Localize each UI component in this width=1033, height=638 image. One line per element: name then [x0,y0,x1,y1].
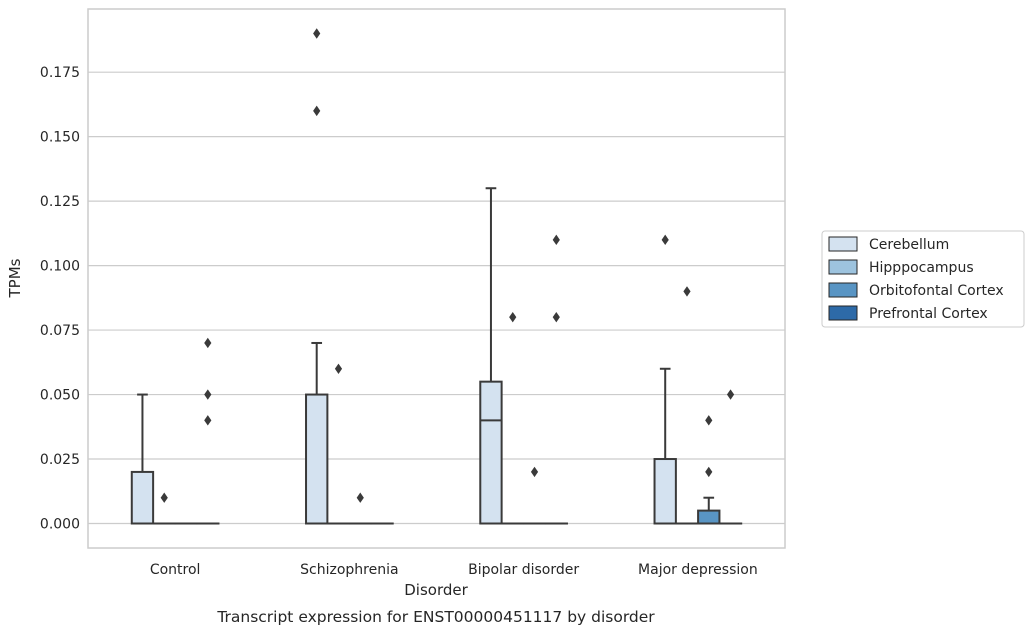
y-tick-label: 0.000 [40,517,80,533]
y-axis-label: TPMs [6,258,24,298]
box-group [698,415,719,523]
y-tick-label: 0.025 [40,452,80,468]
gridlines [88,72,785,523]
legend-label: Prefrontal Cortex [869,306,988,322]
box [132,472,153,524]
outlier-point [335,364,342,374]
legend-swatch [829,260,857,274]
box-group [524,467,545,524]
legend-swatch [829,237,857,251]
box-group [720,389,741,523]
x-axis-label: Disorder [404,581,468,599]
y-tick-label: 0.075 [40,323,80,339]
x-tick-labels: Control Schizophrenia Bipolar disorder Majo… [150,562,758,578]
y-tick-label: 0.050 [40,388,80,404]
y-tick-labels: 0.000 0.025 0.050 0.075 0.100 0.125 0.150 0.175 [40,65,80,532]
outlier-point [531,467,538,477]
outlier-point [313,28,320,38]
y-tick-label: 0.125 [40,194,80,210]
box-group [154,493,175,524]
y-tick-label: 0.175 [40,65,80,81]
outlier-point [553,235,560,245]
box-group [306,28,327,523]
outlier-point [662,235,669,245]
outlier-point [357,493,364,503]
outlier-point [509,312,516,322]
box-group [350,493,371,524]
outlier-point [705,467,712,477]
outlier-point [204,389,211,399]
box-group [197,338,218,524]
box-group [480,188,501,523]
outlier-point [204,338,211,348]
box-group [546,235,567,524]
box [698,511,719,524]
outlier-point [705,415,712,425]
x-tick-label: Major depression [638,562,758,578]
box-groups [132,28,741,523]
plot-frame [88,9,785,548]
legend-label: Hipppocampus [869,260,974,276]
outlier-point [161,493,168,503]
legend-label: Orbitofontal Cortex [869,283,1004,299]
y-tick-label: 0.100 [40,259,80,275]
box [655,459,676,523]
x-tick-label: Schizophrenia [300,562,398,578]
box-group [655,235,676,524]
outlier-point [683,286,690,296]
box-group [676,286,697,523]
box-group [328,364,349,524]
outlier-point [204,415,211,425]
legend-swatch [829,283,857,297]
outlier-point [553,312,560,322]
x-tick-label: Bipolar disorder [468,562,579,578]
box [306,395,327,524]
chart-caption: Transcript expression for ENST0000045111… [216,608,655,626]
legend: Cerebellum Hipppocampus Orbitofontal Corte… [822,231,1024,327]
outlier-point [313,106,320,116]
x-tick-label: Control [150,562,201,578]
legend-label: Cerebellum [869,237,949,253]
box [480,382,501,524]
y-tick-label: 0.150 [40,130,80,146]
legend-swatch [829,306,857,320]
outlier-point [727,389,734,399]
box-group [502,312,523,524]
